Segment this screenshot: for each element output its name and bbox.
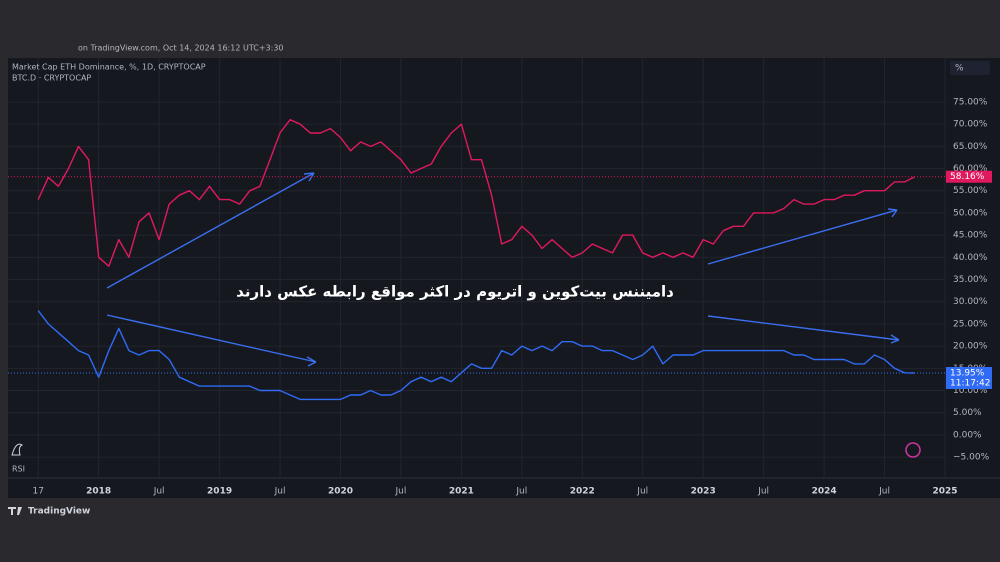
- y-tick-label: 5.00%: [953, 408, 982, 418]
- x-tick-label: Jul: [515, 487, 527, 497]
- y-tick-label: 50.00%: [953, 208, 988, 218]
- annotation: دامیننس بیت‌کوین و اتریوم در اکثر مواقع …: [236, 283, 674, 301]
- y-tick-label: 65.00%: [953, 142, 988, 152]
- x-tick-label: Jul: [878, 487, 890, 497]
- series-line: [37, 119, 916, 267]
- x-tick-label: 2024: [812, 487, 837, 497]
- lightning-icon[interactable]: [905, 442, 921, 458]
- price-label-bg: [946, 170, 992, 183]
- watermark: on TradingView.com, Oct 14, 2024 16:12 U…: [78, 44, 284, 53]
- x-tick-label: Jul: [395, 487, 407, 497]
- y-tick-label: −5.00%: [953, 453, 990, 463]
- y-tick-label: 75.00%: [953, 97, 988, 107]
- y-tick-label: 0.00%: [953, 430, 982, 440]
- x-tick-label: 2021: [449, 487, 474, 497]
- x-tick-label: 2022: [570, 487, 595, 497]
- dino-icon: [11, 443, 23, 456]
- x-tick-label: 2023: [691, 487, 716, 497]
- arrows: [106, 172, 900, 367]
- price-label: 13.95%: [950, 369, 985, 379]
- y-tick-label: 45.00%: [953, 231, 988, 241]
- y-tick-label: 40.00%: [953, 253, 988, 263]
- brand: TradingView: [28, 507, 90, 517]
- grid: [8, 58, 946, 478]
- x-tick-label: 17: [32, 487, 43, 497]
- y-tick-label: 35.00%: [953, 275, 988, 285]
- y-tick-label: 25.00%: [953, 319, 988, 329]
- x-tick-label: Jul: [757, 487, 769, 497]
- rsi-label: RSI: [12, 465, 25, 474]
- y-tick-label: 55.00%: [953, 186, 988, 196]
- countdown: 11:17:42: [950, 379, 990, 389]
- chart-panel: [8, 58, 1000, 498]
- x-tick-label: 2019: [207, 487, 232, 497]
- scale-button[interactable]: [950, 61, 990, 75]
- price-label: 58.16%: [950, 172, 985, 182]
- y-tick-label: 10.00%: [953, 386, 988, 396]
- y-tick-label: 60.00%: [953, 164, 988, 174]
- legend-eth: Market Cap ETH Dominance, %, 1D, CRYPTOC…: [12, 63, 206, 72]
- x-tick-label: Jul: [636, 487, 648, 497]
- x-tick-label: 2020: [328, 487, 353, 497]
- series-line: [37, 310, 915, 401]
- y-tick-label: 70.00%: [953, 120, 988, 130]
- x-tick-label: 2018: [86, 487, 111, 497]
- legend-btc: BTC.D · CRYPTOCAP: [12, 74, 91, 83]
- price-label-bg: [946, 367, 992, 389]
- x-tick-label: Jul: [274, 487, 286, 497]
- y-tick-label: 20.00%: [953, 342, 988, 352]
- scale-button-label[interactable]: %: [955, 64, 964, 74]
- x-tick-label: Jul: [153, 487, 165, 497]
- x-tick-label: 2025: [932, 487, 957, 497]
- y-tick-label: 30.00%: [953, 297, 988, 307]
- brand-logo: [8, 507, 22, 515]
